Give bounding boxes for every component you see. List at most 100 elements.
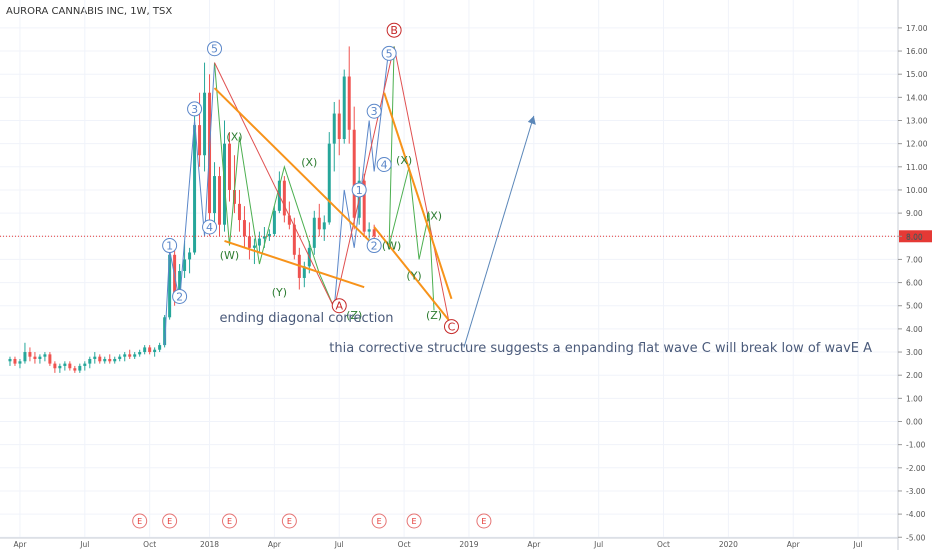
candle-body <box>18 361 22 364</box>
wave-label: (X) <box>426 209 442 222</box>
wave-lines <box>164 46 450 346</box>
wave-label: 2 <box>176 290 183 303</box>
earnings-marker-label: E <box>137 517 142 526</box>
y-tick-label: 2.00 <box>906 371 923 380</box>
earnings-marker-label: E <box>287 517 292 526</box>
candle-body <box>198 125 202 156</box>
candle-body <box>158 345 162 350</box>
candle-body <box>332 113 336 144</box>
candle-body <box>168 254 172 318</box>
y-tick-label: 12.00 <box>906 140 928 149</box>
x-tick-label: Apr <box>787 540 801 549</box>
x-tick-label: Jul <box>853 540 863 549</box>
y-tick-label: 11.00 <box>906 163 928 172</box>
last-price-line: 8.00 <box>0 230 932 243</box>
wave-label: 3 <box>371 105 378 118</box>
wave-label: 3 <box>191 103 198 116</box>
wave-label: (W) <box>382 240 401 253</box>
candle-body <box>372 229 376 237</box>
y-tick-label: 14.00 <box>906 93 928 102</box>
trend-lines <box>213 87 536 348</box>
x-tick-label: Oct <box>398 540 411 549</box>
grid-lines <box>0 0 898 538</box>
y-tick-label: -3.00 <box>906 487 926 496</box>
orange-trendline <box>213 87 375 247</box>
wave-label-circle <box>443 319 459 335</box>
candle-body <box>218 176 222 225</box>
y-axis: 17.00 16.00 15.00 14.00 13.00 12.00 11.00 10.00… <box>897 0 928 550</box>
candle-body <box>342 76 346 140</box>
wxy-wave-2 <box>388 46 435 311</box>
wave-label: 1 <box>356 184 363 197</box>
candle-body <box>143 347 147 353</box>
candle-body <box>317 217 321 230</box>
candle-body <box>138 352 142 355</box>
earnings-marker-label: E <box>412 517 417 526</box>
x-tick-label: Jul <box>334 540 344 549</box>
text-notes: ending diagonal correction thia correctiv… <box>220 311 873 356</box>
candle-body <box>188 252 192 260</box>
candle-body <box>252 245 256 248</box>
wave-label-circle <box>381 45 397 61</box>
candle-body <box>43 354 47 357</box>
candle-body <box>68 363 72 369</box>
wave-label: 5 <box>211 43 218 56</box>
y-tick-label: 16.00 <box>906 47 928 56</box>
x-tick-label: Oct <box>143 540 156 549</box>
x-axis: Apr Jul Oct 2018 Apr Jul Oct 2019 Apr Jul Oct 2020 A… <box>0 537 898 549</box>
candle-body <box>13 358 17 364</box>
candle-body <box>38 356 42 359</box>
y-tick-label: 8.00 <box>906 232 923 241</box>
x-tick-label: Apr <box>268 540 282 549</box>
candle-body <box>352 129 356 218</box>
candle-body <box>88 358 92 364</box>
candle-body <box>48 354 52 364</box>
candle-body <box>103 358 107 362</box>
x-tick-label: Jul <box>79 540 89 549</box>
candle-body <box>322 222 326 230</box>
candle-body <box>98 356 102 362</box>
candle-body <box>73 368 77 371</box>
wave-label: (Z) <box>426 309 442 322</box>
earnings-marker <box>476 513 492 529</box>
y-tick-label: -5.00 <box>906 533 926 542</box>
y-tick-label: 5.00 <box>906 302 923 311</box>
wave-label-circle <box>187 101 203 117</box>
wave-labels: 12345(X)(W)(X)(Y)12A(Z)345B(X)(W)(X)(Y)(… <box>162 22 459 335</box>
last-price-tag <box>899 230 932 243</box>
wave-label: (Y) <box>406 270 421 283</box>
wave-label: A <box>335 300 343 313</box>
y-tick-label: 9.00 <box>906 209 923 218</box>
wave-label: (Z) <box>346 309 362 322</box>
candle-body <box>262 236 266 239</box>
y-tick-label: -4.00 <box>906 510 926 519</box>
y-tick-label: -2.00 <box>906 464 926 473</box>
candle-body <box>312 217 316 248</box>
candle-body <box>302 266 306 278</box>
wave-label: (X) <box>396 154 412 167</box>
candle-body <box>237 203 241 221</box>
candle-body <box>8 358 12 362</box>
y-tick-label: 13.00 <box>906 117 928 126</box>
candle-body <box>242 220 246 237</box>
candle-body <box>267 233 271 237</box>
candle-body <box>148 347 152 353</box>
wave-label: (W) <box>220 249 239 262</box>
candle-body <box>292 224 296 255</box>
wave-label: 1 <box>166 240 173 253</box>
candle-body <box>113 358 117 362</box>
candle-body <box>367 229 371 232</box>
candle-body <box>78 365 82 371</box>
wave-label-circle <box>331 298 347 314</box>
earnings-marker <box>281 513 297 529</box>
candle-body <box>327 143 331 223</box>
candle-body <box>183 259 187 271</box>
y-tick-label: 3.00 <box>906 348 923 357</box>
earnings-marker <box>371 513 387 529</box>
y-tick-label: 1.00 <box>906 394 923 403</box>
candle-body <box>63 363 67 366</box>
orange-trendline <box>383 92 453 300</box>
candle-body <box>123 354 127 357</box>
candle-body <box>337 113 341 140</box>
